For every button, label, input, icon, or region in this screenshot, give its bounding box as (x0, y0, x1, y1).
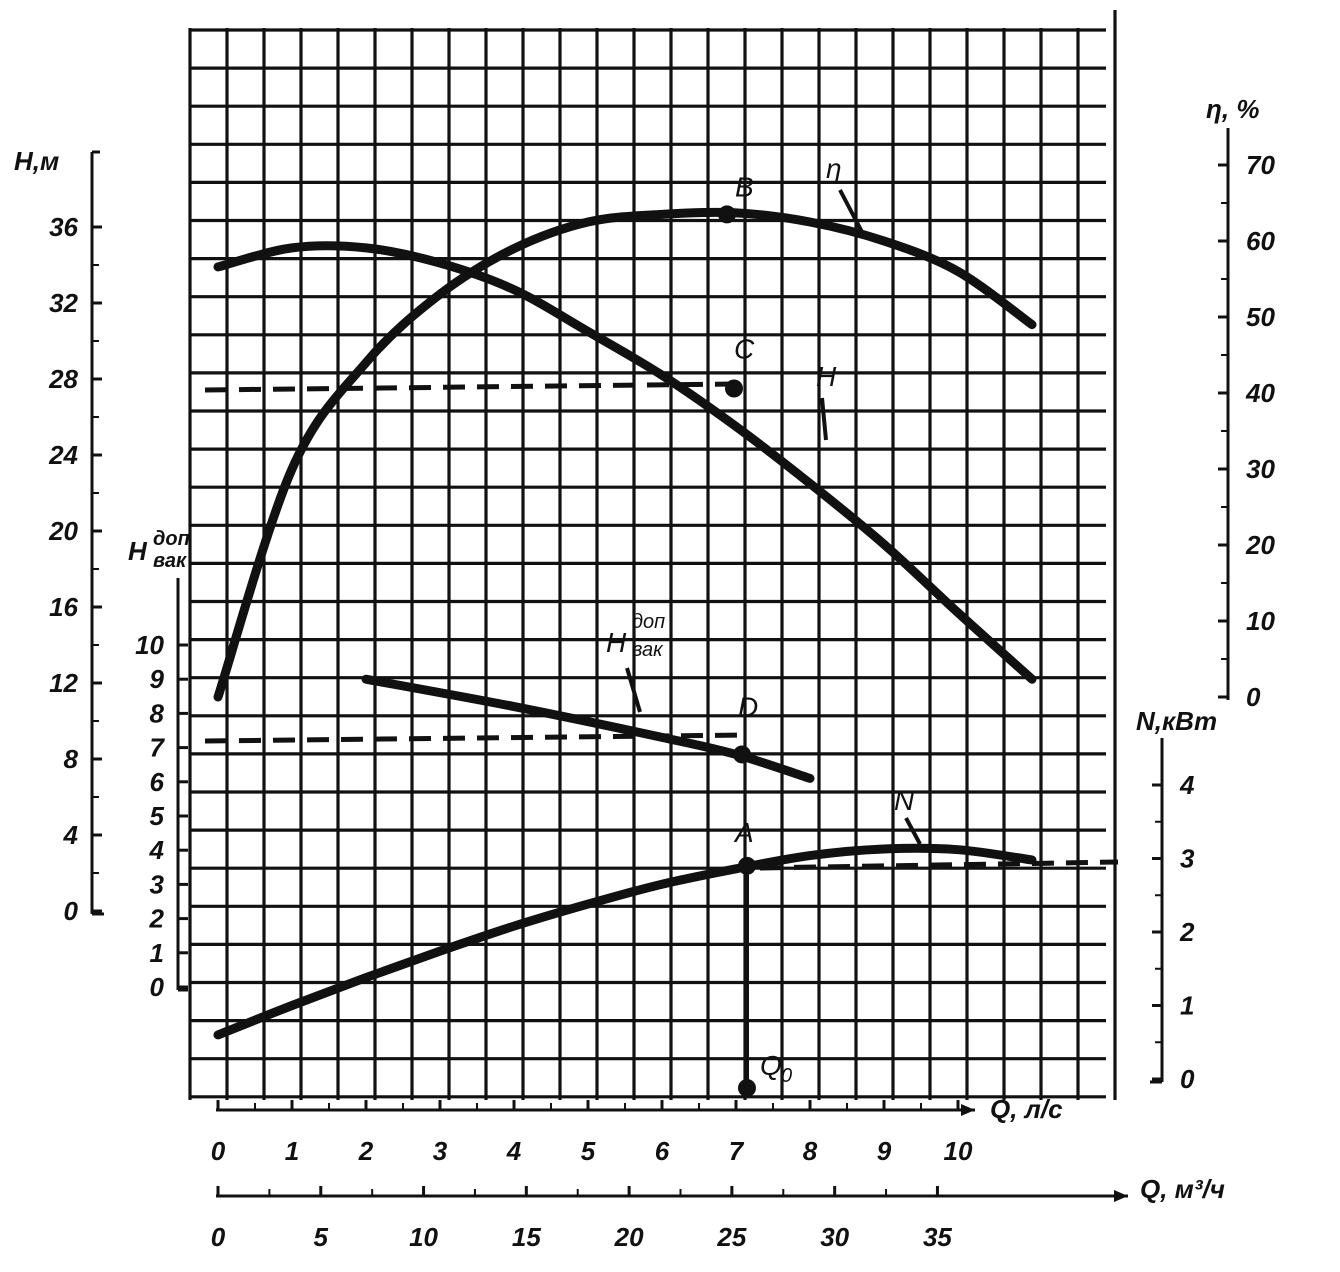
vacuum-tick-label: 10 (135, 630, 164, 660)
efficiency-tick-label: 70 (1246, 150, 1275, 180)
operating-points: A B C D (718, 171, 758, 1097)
curve-h (213, 241, 1037, 684)
point-label-d: D (738, 691, 758, 722)
vacuum-tick-label: 4 (149, 835, 165, 865)
efficiency-tick-label: 60 (1246, 226, 1275, 256)
head-tick-label: 32 (49, 288, 78, 318)
curve-label-n: N (894, 785, 915, 816)
head-tick-label: 4 (63, 820, 79, 850)
dashed-line-power (759, 859, 1119, 871)
head-tick-label: 24 (48, 440, 78, 470)
vacuum-tick-label: 3 (150, 869, 165, 899)
curve-label-vacuum-main: H (606, 627, 627, 658)
vacuum-tick-label: 7 (150, 733, 166, 763)
vacuum-tick-label: 8 (150, 698, 165, 728)
q-ls-tick-label: 2 (358, 1136, 374, 1166)
curve-label-leaders (625, 189, 922, 845)
q-ls-tick-label: 9 (877, 1136, 892, 1166)
efficiency-tick-label: 0 (1246, 682, 1261, 712)
grid (188, 10, 1117, 1100)
q-ls-tick-label: 8 (803, 1136, 818, 1166)
point-label-b: B (735, 171, 754, 202)
head-tick-label: 28 (48, 364, 78, 394)
power-tick-label: 4 (1179, 770, 1195, 800)
q-ls-tick-label: 3 (433, 1136, 448, 1166)
head-tick-label: 8 (64, 744, 79, 774)
head-tick-label: 16 (49, 592, 78, 622)
operating-point-a (738, 856, 756, 875)
q-ls-tick-label: 7 (729, 1136, 745, 1166)
head-tick-label: 20 (48, 516, 78, 546)
q-ls-axis-title: Q, л/с (990, 1094, 1063, 1124)
vacuum-axis-title-sub: вак (153, 550, 187, 572)
q-m3h-tick-label: 15 (512, 1222, 541, 1252)
dashed-line-head (204, 381, 736, 393)
q0-label-sub: 0 (781, 1065, 792, 1087)
q-ls-tick-label: 5 (581, 1136, 596, 1166)
power-tick-label: 1 (1180, 991, 1194, 1021)
axes: 0481216202428323601234567891001020304050… (48, 128, 1275, 1252)
efficiency-tick-label: 40 (1245, 378, 1275, 408)
operating-point-d (733, 745, 751, 764)
operating-point-b (718, 205, 736, 224)
curve-label-h: H (816, 361, 837, 392)
power-tick-label: 3 (1180, 844, 1195, 874)
curves (213, 207, 1037, 1040)
q-m3h-tick-label: 35 (923, 1222, 952, 1252)
leader-eta (838, 189, 864, 233)
q-m3h-tick-label: 30 (820, 1222, 849, 1252)
head-axis-title: H,м (14, 146, 59, 176)
curve-label-vacuum-sub: вак (632, 639, 664, 661)
q-ls-tick-label: 10 (944, 1136, 973, 1166)
power-axis-title: N,кВт (1136, 706, 1217, 736)
efficiency-tick-label: 30 (1246, 454, 1275, 484)
vacuum-axis-title-main: H (128, 536, 148, 566)
point-label-a: A (733, 817, 754, 848)
vacuum-tick-label: 5 (150, 801, 165, 831)
q-m3h-tick-label: 25 (716, 1222, 746, 1252)
q-m3h-tick-label: 0 (211, 1222, 226, 1252)
leader-n (904, 817, 922, 845)
q0-label-main: Q (760, 1050, 782, 1081)
efficiency-tick-label: 10 (1246, 606, 1275, 636)
q-m3h-tick-label: 5 (314, 1222, 329, 1252)
q-ls-axis-arrow (961, 1104, 975, 1116)
curve-eta (213, 207, 1037, 702)
curve-label-vacuum-sup: доп (632, 611, 665, 633)
curve-label-vacuum: H доп вак (606, 611, 665, 661)
q0-label: Q 0 (760, 1050, 792, 1087)
head-tick-label: 36 (49, 212, 78, 242)
q0-point (738, 1079, 756, 1097)
leader-vacuum (625, 667, 642, 713)
power-tick-label: 2 (1179, 917, 1195, 947)
curve-n (213, 843, 1037, 1040)
vacuum-tick-label: 0 (150, 972, 165, 1002)
head-tick-label: 12 (49, 668, 78, 698)
q-ls-tick-label: 1 (285, 1136, 299, 1166)
efficiency-tick-label: 50 (1246, 302, 1275, 332)
head-tick-label: 0 (64, 896, 79, 926)
q-m3h-axis-title: Q, м³/ч (1140, 1174, 1225, 1204)
q-m3h-tick-label: 10 (409, 1222, 438, 1252)
q-m3h-tick-label: 20 (614, 1222, 644, 1252)
point-label-c: C (734, 334, 755, 365)
efficiency-axis-title: η, % (1206, 94, 1259, 124)
vacuum-axis-title-sup: доп (153, 528, 190, 550)
operating-point-c (725, 379, 743, 398)
power-tick-label: 0 (1180, 1064, 1195, 1094)
curve-label-eta: η (826, 153, 842, 184)
vacuum-tick-label: 1 (150, 938, 164, 968)
vacuum-tick-label: 6 (150, 767, 165, 797)
q-ls-tick-label: 6 (655, 1136, 670, 1166)
vacuum-tick-label: 2 (149, 904, 165, 934)
leader-h (820, 397, 828, 441)
q-ls-tick-label: 4 (506, 1136, 522, 1166)
q-m3h-axis-arrow (1114, 1190, 1128, 1202)
vacuum-axis-title: H доп вак (128, 528, 190, 572)
q-ls-tick-label: 0 (211, 1136, 226, 1166)
efficiency-tick-label: 20 (1245, 530, 1275, 560)
vacuum-tick-label: 9 (150, 664, 165, 694)
